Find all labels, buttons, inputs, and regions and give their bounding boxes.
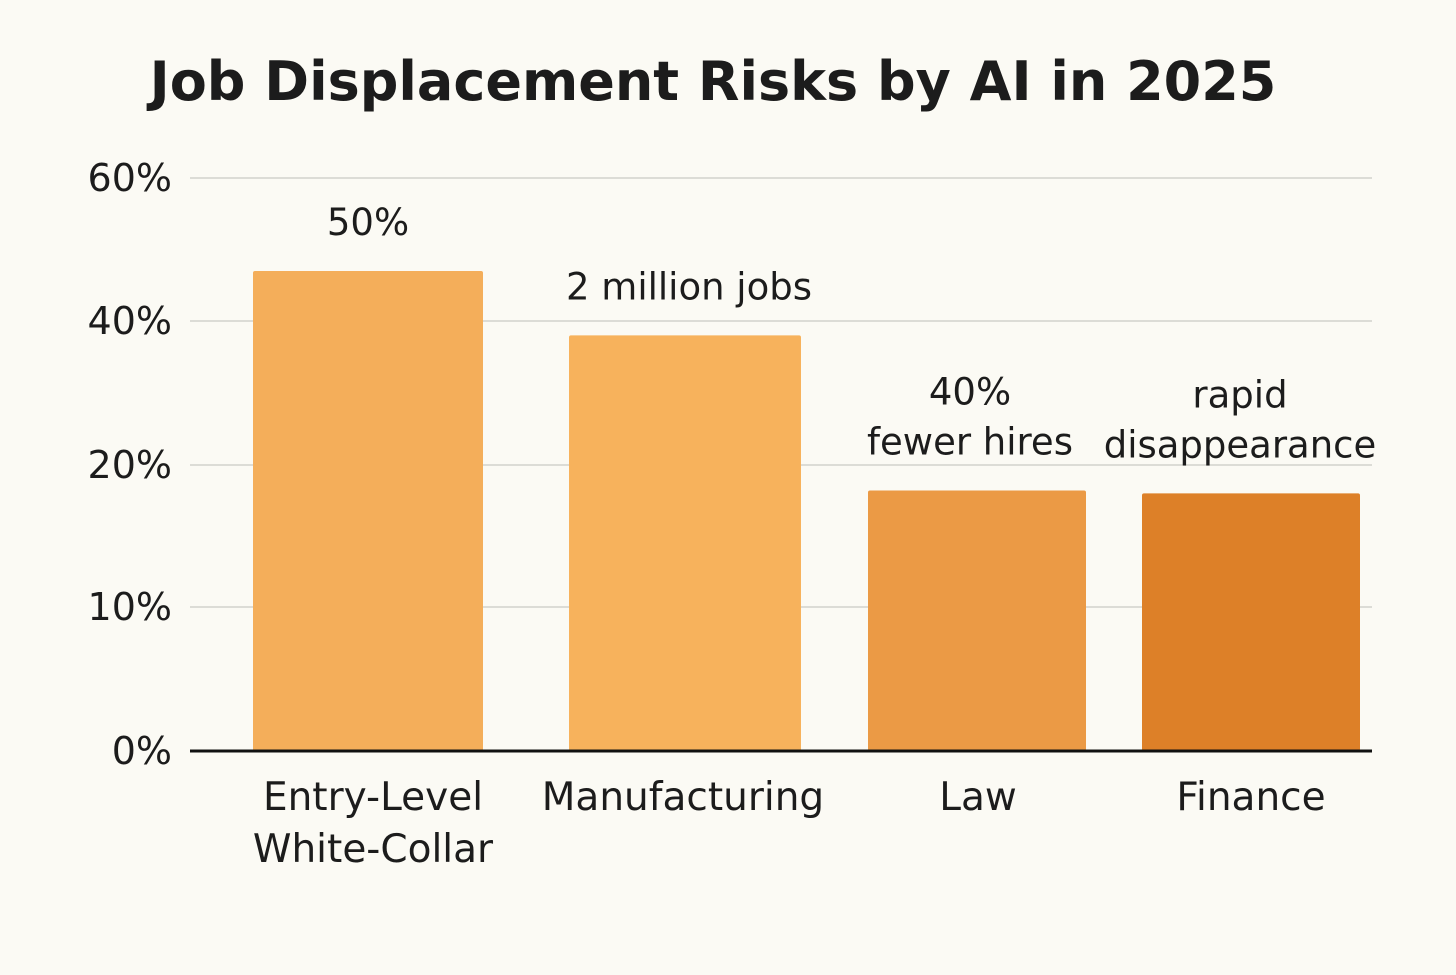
chart-title: Job Displacement Risks by AI in 2025 — [146, 50, 1277, 113]
x-tick-label: Entry-Level White-Collar — [253, 775, 494, 872]
y-tick-label: 0% — [112, 729, 172, 773]
data-label: 50% — [327, 201, 409, 244]
data-label: 2 million jobs — [566, 265, 812, 308]
bar — [1142, 493, 1360, 751]
labels: Entry-Level White-Collar Manufacturing Law F… — [253, 201, 1376, 872]
x-tick-label: Finance — [1176, 775, 1325, 820]
bar — [253, 270, 483, 751]
y-tick-label: 20% — [88, 443, 172, 487]
bars — [253, 270, 1360, 751]
axes: 0% 10% 20% 40% 60% — [88, 156, 1372, 773]
y-tick-label: 40% — [88, 299, 172, 343]
x-tick-label: Manufacturing — [542, 775, 824, 820]
y-tick-label: 60% — [88, 156, 172, 200]
bar — [569, 335, 801, 751]
y-tick-label: 10% — [88, 585, 172, 629]
x-tick-label: Law — [939, 775, 1017, 820]
data-label: rapid disappearance — [1104, 373, 1377, 466]
data-label: 40% fewer hires — [867, 371, 1073, 464]
bar — [868, 490, 1086, 751]
